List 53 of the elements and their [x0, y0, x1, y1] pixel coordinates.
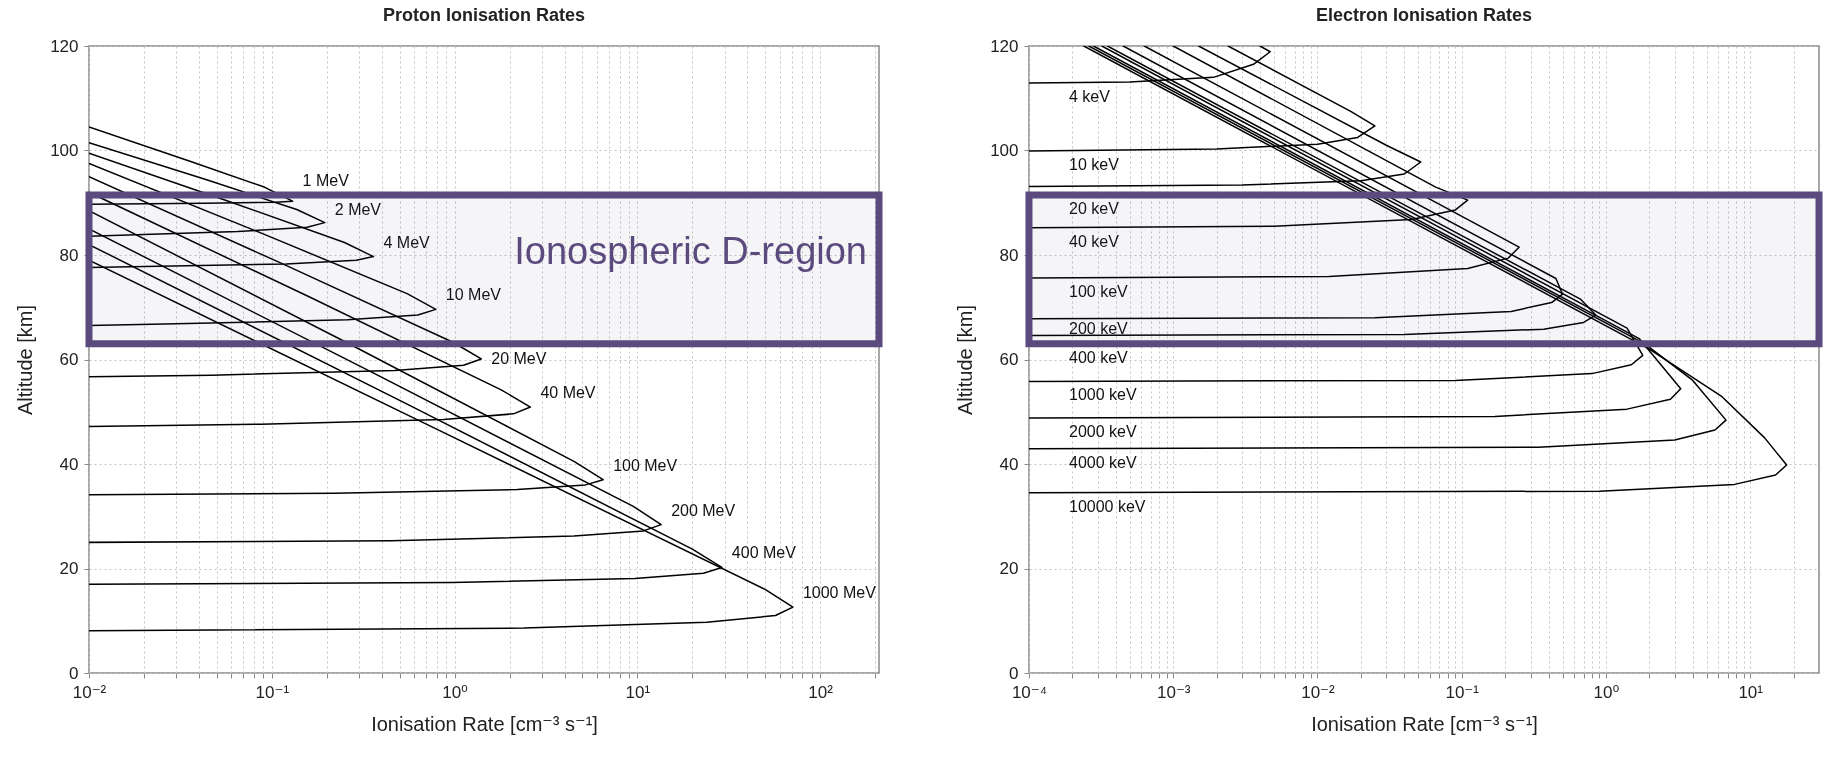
series-label: 2000 keV [1069, 423, 1137, 441]
y-tick-label: 20 [59, 559, 79, 578]
chart-title: Electron Ionisation Rates [1315, 5, 1533, 25]
x-tick-label: 10⁻¹ [255, 682, 290, 702]
x-tick-label: 10⁰ [1593, 682, 1620, 702]
series-label: 40 MeV [540, 384, 596, 402]
series-label: 20 MeV [491, 349, 547, 367]
y-axis-title: Altitude [km] [14, 304, 37, 416]
x-tick-label: 10⁻² [1301, 682, 1336, 702]
series-label: 40 keV [1069, 232, 1120, 250]
x-tick-label: 10⁻³ [1156, 682, 1191, 702]
y-tick-label: 40 [999, 454, 1019, 474]
series-label: 100 keV [1069, 282, 1129, 300]
band-label: Ionospheric D-region [514, 230, 867, 273]
y-tick-label: 100 [50, 141, 79, 160]
y-tick-label: 60 [59, 350, 79, 369]
series-label: 2 MeV [334, 200, 382, 218]
x-tick-label: 10⁻² [72, 682, 107, 702]
series-label: 200 keV [1069, 319, 1129, 337]
series-label: 100 MeV [613, 456, 678, 474]
chart-title: Proton Ionisation Rates [382, 5, 586, 25]
series-label: 1 MeV [302, 171, 350, 189]
y-tick-label: 120 [50, 36, 79, 56]
series-label: 200 MeV [671, 501, 736, 519]
y-tick-label: 80 [999, 245, 1019, 265]
x-tick-label: 10⁻⁴ [1011, 682, 1048, 702]
y-tick-label: 0 [1009, 663, 1019, 683]
series-label: 10000 keV [1069, 497, 1146, 515]
y-tick-label: 100 [990, 141, 1019, 160]
series-label: 20 keV [1069, 199, 1120, 217]
x-tick-label: 10¹ [625, 682, 651, 702]
series-label: 1000 MeV [802, 584, 877, 602]
y-tick-label: 60 [999, 350, 1019, 369]
x-axis-title: Ionisation Rate [cm⁻³ s⁻¹] [371, 712, 598, 735]
y-tick-label: 20 [999, 559, 1019, 578]
x-tick-label: 10¹ [1738, 682, 1764, 702]
series-label: 10 keV [1069, 156, 1120, 174]
series-label: 4000 keV [1069, 453, 1137, 471]
x-tick-label: 10² [808, 682, 834, 702]
series-label: 1000 keV [1069, 386, 1137, 404]
y-tick-label: 120 [990, 36, 1019, 56]
y-tick-label: 80 [59, 245, 79, 265]
series-label: 400 keV [1069, 348, 1129, 366]
series-label: 10 MeV [445, 286, 502, 304]
series-label: 4 keV [1069, 88, 1111, 106]
y-axis-title: Altitude [km] [954, 304, 977, 416]
x-axis-title: Ionisation Rate [cm⁻³ s⁻¹] [1311, 712, 1538, 735]
x-tick-label: 10⁻¹ [1445, 682, 1480, 702]
x-tick-label: 10⁰ [442, 682, 469, 702]
series-label: 400 MeV [731, 544, 797, 562]
y-tick-label: 0 [69, 663, 79, 683]
y-tick-label: 40 [59, 454, 79, 474]
series-label: 4 MeV [383, 233, 431, 251]
